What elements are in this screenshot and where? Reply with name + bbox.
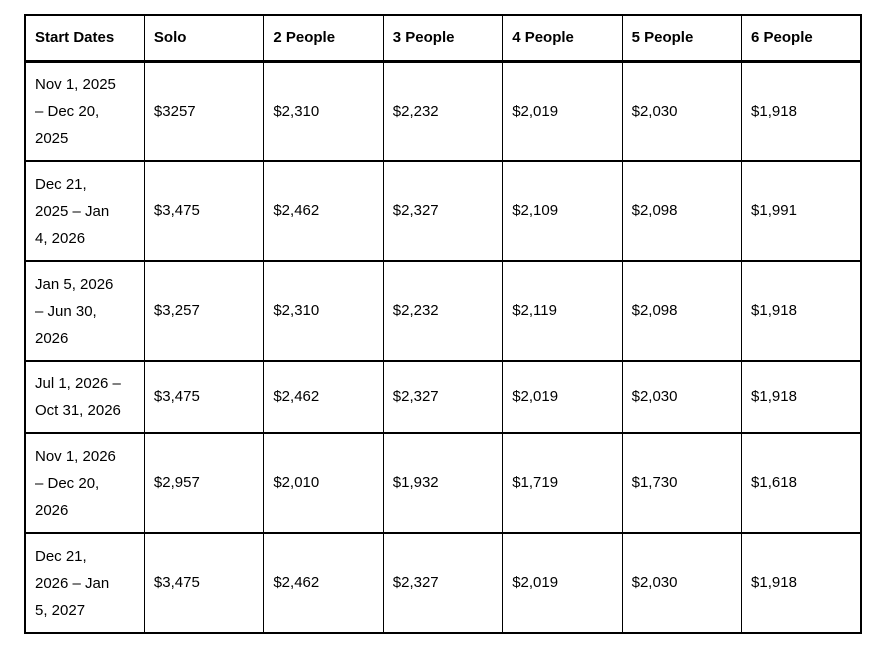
table-row: Jan 5, 2026 – Jun 30, 2026 $3,257 $2,310… [24, 261, 862, 361]
price-cell: $2,098 [621, 161, 743, 261]
date-range-cell: Dec 21, 2025 – Jan 4, 2026 [24, 161, 145, 261]
price-cell: $1,918 [741, 61, 862, 161]
price-cell: $2,327 [382, 533, 504, 633]
pricing-table: Start Dates Solo 2 People 3 People 4 Peo… [24, 14, 862, 634]
column-header-5-people: 5 People [621, 15, 743, 61]
table-row: Nov 1, 2025 – Dec 20, 2025 $3257 $2,310 … [24, 61, 862, 161]
price-cell: $2,232 [382, 261, 504, 361]
price-cell: $1,932 [382, 433, 504, 533]
price-cell: $1,618 [741, 433, 862, 533]
date-range-cell: Nov 1, 2025 – Dec 20, 2025 [24, 61, 145, 161]
price-cell: $3,475 [143, 361, 265, 433]
price-cell: $2,310 [263, 261, 384, 361]
price-cell: $2,098 [621, 261, 743, 361]
date-range-cell: Jul 1, 2026 – Oct 31, 2026 [24, 361, 145, 433]
price-cell: $3,257 [143, 261, 265, 361]
column-header-solo: Solo [143, 15, 265, 61]
price-cell: $1,918 [741, 533, 862, 633]
table-row: Dec 21, 2025 – Jan 4, 2026 $3,475 $2,462… [24, 161, 862, 261]
column-header-3-people: 3 People [382, 15, 504, 61]
price-cell: $1,991 [741, 161, 862, 261]
price-cell: $3,475 [143, 533, 265, 633]
price-cell: $2,462 [263, 533, 384, 633]
date-range-cell: Jan 5, 2026 – Jun 30, 2026 [24, 261, 145, 361]
column-header-4-people: 4 People [502, 15, 623, 61]
price-cell: $2,327 [382, 161, 504, 261]
price-cell: $2,957 [143, 433, 265, 533]
price-cell: $2,462 [263, 161, 384, 261]
price-cell: $2,010 [263, 433, 384, 533]
price-cell: $2,019 [502, 361, 623, 433]
price-cell: $1,730 [621, 433, 743, 533]
price-cell: $2,310 [263, 61, 384, 161]
price-cell: $2,109 [502, 161, 623, 261]
table-row: Jul 1, 2026 – Oct 31, 2026 $3,475 $2,462… [24, 361, 862, 433]
price-cell: $2,030 [621, 61, 743, 161]
date-range-cell: Dec 21, 2026 – Jan 5, 2027 [24, 533, 145, 633]
price-cell: $1,918 [741, 361, 862, 433]
price-cell: $1,719 [502, 433, 623, 533]
price-cell: $2,019 [502, 533, 623, 633]
price-cell: $2,030 [621, 361, 743, 433]
column-header-6-people: 6 People [741, 15, 862, 61]
table-row: Dec 21, 2026 – Jan 5, 2027 $3,475 $2,462… [24, 533, 862, 633]
price-cell: $3,475 [143, 161, 265, 261]
price-cell: $2,462 [263, 361, 384, 433]
price-cell: $3257 [143, 61, 265, 161]
date-range-cell: Nov 1, 2026 – Dec 20, 2026 [24, 433, 145, 533]
table-row: Nov 1, 2026 – Dec 20, 2026 $2,957 $2,010… [24, 433, 862, 533]
column-header-2-people: 2 People [263, 15, 384, 61]
price-cell: $2,232 [382, 61, 504, 161]
column-header-start-dates: Start Dates [24, 15, 145, 61]
header-row: Start Dates Solo 2 People 3 People 4 Peo… [24, 15, 862, 61]
price-cell: $2,019 [502, 61, 623, 161]
price-cell: $2,119 [502, 261, 623, 361]
price-cell: $2,327 [382, 361, 504, 433]
price-cell: $2,030 [621, 533, 743, 633]
price-cell: $1,918 [741, 261, 862, 361]
